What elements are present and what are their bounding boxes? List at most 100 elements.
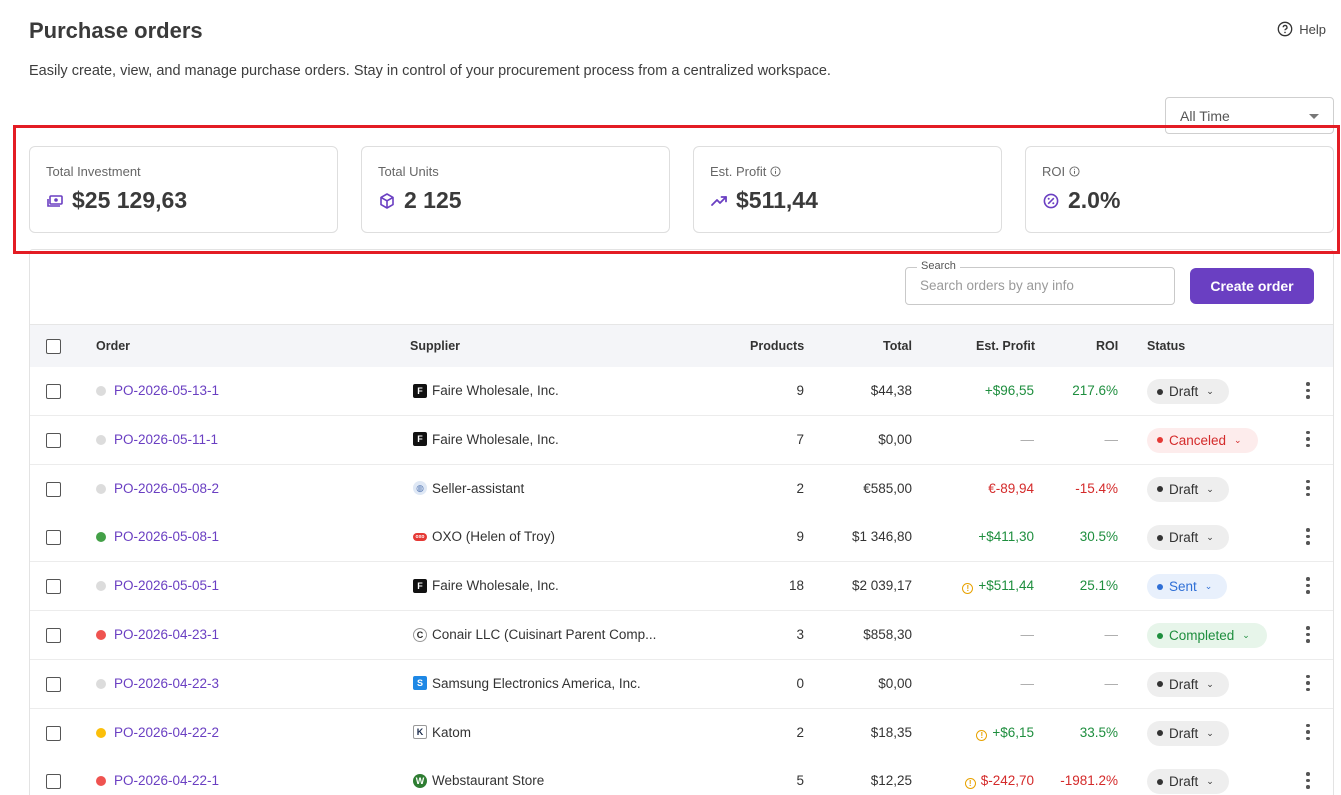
more-vertical-icon[interactable]	[1306, 479, 1310, 497]
column-header-status[interactable]: Status	[1147, 339, 1186, 353]
row-checkbox[interactable]	[46, 774, 61, 790]
row-checkbox[interactable]	[46, 432, 61, 448]
status-label: Canceled	[1169, 432, 1227, 448]
more-vertical-icon[interactable]	[1306, 723, 1310, 741]
column-header-products[interactable]: Products	[750, 339, 805, 353]
card-value: $25 129,63	[72, 187, 188, 213]
order-link[interactable]: PO-2026-05-05-1	[114, 578, 220, 594]
row-checkbox[interactable]	[46, 628, 61, 643]
order-total: $12,25	[870, 773, 912, 789]
status-dot-icon	[1157, 730, 1163, 737]
status-dropdown[interactable]: Canceled ⌄	[1147, 427, 1258, 453]
more-vertical-icon[interactable]	[1306, 674, 1310, 692]
table-row[interactable]: PO-2026-05-05-1 F Faire Wholesale, Inc. …	[30, 562, 1333, 612]
row-checkbox[interactable]	[46, 725, 61, 741]
status-dot-icon	[1157, 583, 1163, 590]
column-header-total[interactable]: Total	[883, 339, 912, 353]
row-checkbox[interactable]	[46, 481, 61, 497]
status-dropdown[interactable]: Draft ⌄	[1147, 671, 1229, 697]
est-profit-value: —	[1020, 675, 1035, 691]
period-select[interactable]: All Time	[1165, 97, 1334, 134]
est-profit-cell: —	[930, 627, 1035, 642]
status-dropdown[interactable]: Draft ⌄	[1147, 769, 1229, 795]
status-dropdown[interactable]: Draft ⌄	[1147, 379, 1229, 404]
card-value: 2 125	[404, 187, 462, 213]
est-profit-cell: ! +$6,15	[930, 725, 1034, 741]
table-row[interactable]: PO-2026-05-13-1 F Faire Wholesale, Inc. …	[30, 367, 1333, 416]
products-count: 7	[796, 431, 804, 447]
est-profit-value: —	[1020, 431, 1035, 447]
order-link[interactable]: PO-2026-04-22-1	[114, 773, 220, 789]
est-profit-cell: —	[930, 675, 1035, 691]
order-link[interactable]: PO-2026-05-08-1	[114, 529, 220, 545]
order-total: $1 346,80	[851, 529, 912, 545]
status-dot-icon	[1157, 388, 1163, 395]
est-profit-cell: +$411,30	[930, 529, 1034, 544]
info-icon[interactable]	[1069, 166, 1080, 177]
status-dot-icon	[1157, 437, 1163, 444]
help-button[interactable]: Help	[1277, 21, 1326, 37]
select-all-checkbox[interactable]	[46, 339, 61, 354]
order-link[interactable]: PO-2026-04-22-3	[114, 675, 220, 691]
row-checkbox[interactable]	[46, 676, 61, 692]
supplier-cell: F Faire Wholesale, Inc.	[413, 383, 559, 398]
more-vertical-icon[interactable]	[1306, 528, 1310, 545]
faire-logo-icon: F	[413, 578, 427, 593]
column-header-supplier[interactable]: Supplier	[410, 339, 461, 353]
table-row[interactable]: PO-2026-04-22-3 S Samsung Electronics Am…	[30, 659, 1333, 709]
card-label: Total Units	[378, 164, 439, 179]
summary-cards: Total Investment $25 129,63 Total Units …	[29, 146, 1334, 233]
info-icon[interactable]	[770, 166, 781, 177]
status-label: Draft	[1169, 774, 1199, 790]
row-checkbox[interactable]	[46, 579, 61, 595]
supplier-cell: ◍ Seller-assistant	[413, 481, 524, 496]
order-link[interactable]: PO-2026-05-13-1	[114, 383, 220, 398]
money-icon	[47, 194, 63, 207]
status-label: Draft	[1169, 725, 1199, 741]
order-link[interactable]: PO-2026-04-23-1	[114, 627, 220, 642]
est-profit-value: +$6,15	[992, 724, 1034, 740]
more-vertical-icon[interactable]	[1306, 430, 1310, 448]
chevron-down-icon: ⌄	[1206, 532, 1214, 543]
table-row[interactable]: PO-2026-04-23-1 C Conair LLC (Cuisinart …	[30, 611, 1333, 660]
status-dropdown[interactable]: Sent ⌄	[1147, 574, 1227, 600]
search-field[interactable]: Search	[905, 260, 1175, 305]
warning-icon: !	[964, 778, 976, 790]
order-link[interactable]: PO-2026-05-11-1	[114, 431, 219, 447]
chevron-down-icon: ⌄	[1234, 434, 1242, 445]
search-input[interactable]	[920, 278, 1160, 293]
table-row[interactable]: PO-2026-05-11-1 F Faire Wholesale, Inc. …	[30, 415, 1333, 465]
more-vertical-icon[interactable]	[1306, 772, 1310, 789]
status-dropdown[interactable]: Draft ⌄	[1147, 476, 1229, 502]
row-checkbox[interactable]	[46, 384, 61, 399]
row-checkbox[interactable]	[46, 530, 61, 546]
products-count: 2	[796, 480, 804, 496]
more-vertical-icon[interactable]	[1306, 577, 1310, 594]
column-header-order[interactable]: Order	[96, 339, 131, 353]
card-value: 2.0%	[1068, 187, 1121, 213]
est-profit-value: +$96,55	[984, 383, 1034, 398]
column-header-roi[interactable]: ROI	[1096, 339, 1119, 353]
status-dropdown[interactable]: Draft ⌄	[1147, 525, 1229, 551]
order-link[interactable]: PO-2026-05-08-2	[114, 480, 220, 496]
products-count: 2	[796, 724, 804, 740]
table-row[interactable]: PO-2026-04-22-2 K Katom 2 $18,35 ! +$6,15…	[30, 708, 1333, 758]
order-link[interactable]: PO-2026-04-22-2	[114, 724, 220, 740]
table-row[interactable]: PO-2026-05-08-1 oxo OXO (Helen of Troy) …	[30, 513, 1333, 563]
table-row[interactable]: PO-2026-04-22-1 W Webstaurant Store 5 $1…	[30, 757, 1333, 795]
status-dropdown[interactable]: Draft ⌄	[1147, 720, 1229, 746]
cube-icon	[380, 192, 394, 209]
products-count: 0	[796, 675, 804, 691]
more-vertical-icon[interactable]	[1306, 382, 1310, 399]
more-vertical-icon[interactable]	[1306, 626, 1310, 643]
roi-value: 25.1%	[1079, 578, 1118, 594]
table-row[interactable]: PO-2026-05-08-2 ◍ Seller-assistant 2 €58…	[30, 464, 1333, 514]
status-dropdown[interactable]: Completed ⌄	[1147, 623, 1267, 648]
est-profit-cell: ! +$511,44	[930, 578, 1034, 595]
column-header-est-profit[interactable]: Est. Profit	[976, 339, 1036, 353]
create-order-button[interactable]: Create order	[1190, 268, 1314, 304]
status-indicator-dot	[96, 630, 106, 640]
est-profit-value: $-242,70	[980, 773, 1034, 789]
faire-logo-icon: F	[413, 432, 427, 447]
chevron-down-icon: ⌄	[1206, 727, 1214, 738]
